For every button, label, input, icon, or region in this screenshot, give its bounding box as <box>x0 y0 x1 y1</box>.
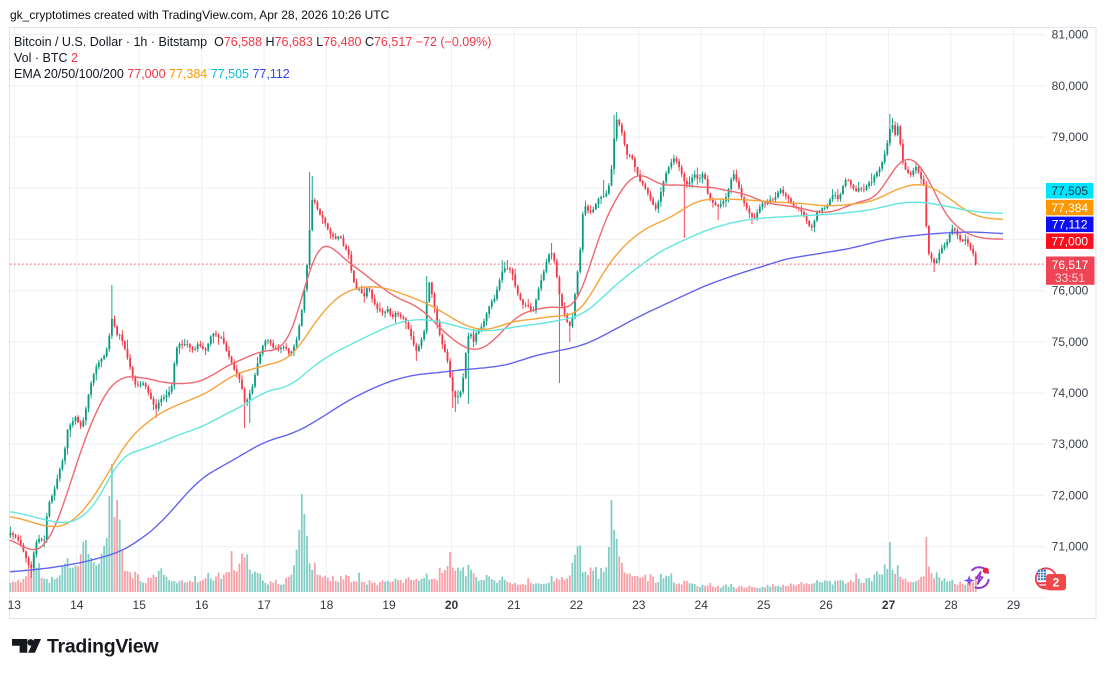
svg-text:27: 27 <box>882 598 896 612</box>
svg-text:14: 14 <box>70 598 84 612</box>
svg-text:29: 29 <box>1007 598 1021 612</box>
svg-text:77,000: 77,000 <box>1051 234 1088 248</box>
svg-text:20: 20 <box>445 598 459 612</box>
svg-text:18: 18 <box>320 598 334 612</box>
svg-text:23: 23 <box>632 598 646 612</box>
svg-text:77,112: 77,112 <box>1052 218 1088 232</box>
svg-text:79,000: 79,000 <box>1052 130 1089 144</box>
svg-text:2: 2 <box>1053 575 1060 589</box>
svg-text:77,505: 77,505 <box>1051 184 1088 198</box>
svg-text:73,000: 73,000 <box>1052 437 1089 451</box>
svg-text:76,517: 76,517 <box>1052 258 1089 272</box>
svg-text:17: 17 <box>257 598 271 612</box>
svg-text:16: 16 <box>195 598 209 612</box>
svg-text:13: 13 <box>8 598 22 612</box>
svg-text:74,000: 74,000 <box>1052 386 1089 400</box>
svg-text:22: 22 <box>570 598 584 612</box>
svg-text:15: 15 <box>133 598 147 612</box>
svg-text:TradingView: TradingView <box>47 636 159 658</box>
svg-text:19: 19 <box>382 598 396 612</box>
svg-text:75,000: 75,000 <box>1052 335 1089 349</box>
svg-text:24: 24 <box>695 598 709 612</box>
svg-text:71,000: 71,000 <box>1052 540 1089 554</box>
svg-text:80,000: 80,000 <box>1052 79 1089 93</box>
svg-text:33:51: 33:51 <box>1055 271 1085 285</box>
svg-text:72,000: 72,000 <box>1052 488 1089 502</box>
svg-text:21: 21 <box>507 598 521 612</box>
svg-text:26: 26 <box>819 598 833 612</box>
svg-text:76,000: 76,000 <box>1052 284 1089 298</box>
svg-text:77,384: 77,384 <box>1051 201 1088 215</box>
svg-text:25: 25 <box>757 598 771 612</box>
svg-text:81,000: 81,000 <box>1052 28 1089 42</box>
svg-text:28: 28 <box>944 598 958 612</box>
